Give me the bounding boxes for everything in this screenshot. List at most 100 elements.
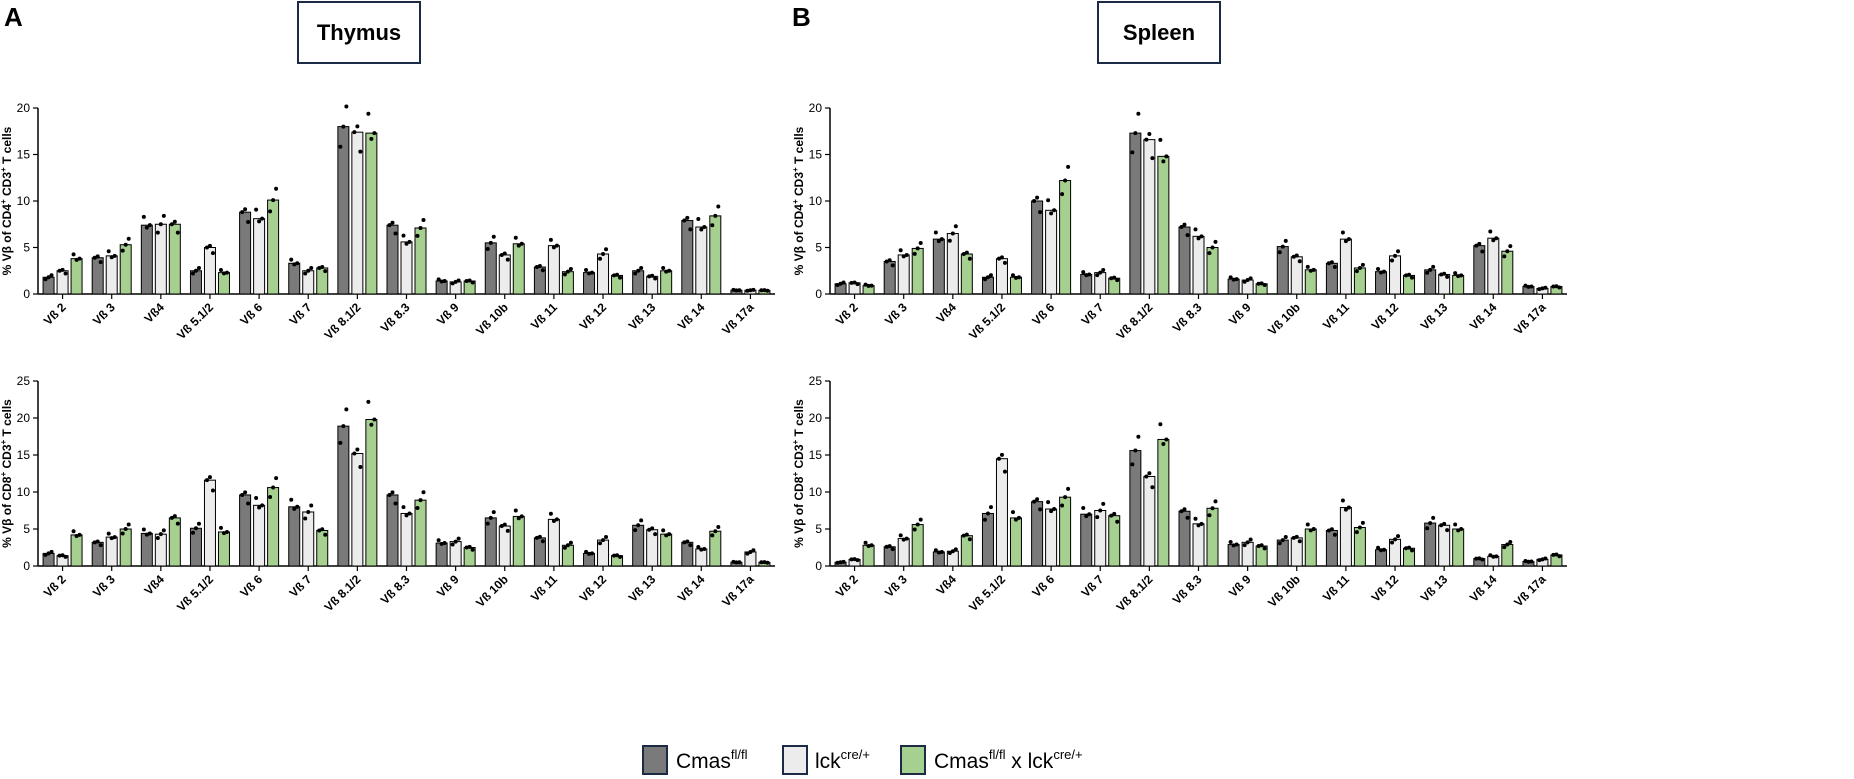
thymus-cd8-data-point xyxy=(317,528,322,533)
thymus-cd4-data-point xyxy=(467,278,472,283)
spleen-cd8-data-point xyxy=(939,549,944,554)
thymus-cd4-data-point xyxy=(562,272,567,277)
legend-label-cmas: Cmasfl/fl xyxy=(676,747,748,773)
spleen-cd8-data-point xyxy=(1256,544,1261,549)
spleen-cd4-data-point xyxy=(1382,269,1387,274)
spleen-cd4-data-point xyxy=(1158,137,1163,142)
spleen-cd4-data-point xyxy=(1442,271,1447,276)
thymus-cd4-data-point xyxy=(653,276,658,281)
legend-item-lck: lckcre/+ xyxy=(782,745,870,775)
spleen-cd8-data-point xyxy=(1308,528,1313,533)
thymus-cd4-data-point xyxy=(685,215,690,220)
spleen-cd4-data-point xyxy=(1340,230,1345,235)
spleen-cd4-data-point xyxy=(982,277,987,282)
spleen-cd4-data-point xyxy=(1179,225,1184,230)
legend: Cmasfl/fl lckcre/+ Cmasfl/fl x lckcre/+ xyxy=(642,745,1083,775)
thymus-cd8-data-point xyxy=(49,549,54,554)
thymus-cd8-data-point xyxy=(169,515,174,520)
thymus-cd8-bar xyxy=(253,504,266,567)
thymus-cd4-category-label: Vß 12 xyxy=(577,300,610,333)
spleen-cd8-data-point xyxy=(1280,538,1285,543)
spleen-cd8-data-point xyxy=(1179,509,1184,514)
thymus-cd4-category-label: Vß 7 xyxy=(287,300,315,328)
spleen-cd8-data-point xyxy=(1456,528,1461,533)
spleen-cd4-data-point xyxy=(869,283,874,288)
spleen-cd4-data-point xyxy=(852,280,857,285)
spleen-cd8-data-point xyxy=(1543,556,1548,561)
spleen-cd4-category-label: Vß 3 xyxy=(882,300,910,328)
spleen-cd4-data-point xyxy=(964,250,969,255)
spleen-cd8-bar xyxy=(995,458,1008,567)
spleen-cd4-category-label: Vß 14 xyxy=(1467,300,1500,333)
thymus-cd4-bar xyxy=(365,132,378,295)
spleen-cd4-data-point xyxy=(918,240,923,245)
spleen-cd4-data-point xyxy=(950,231,955,236)
thymus-cd8-data-point xyxy=(418,498,423,503)
spleen-cd8-data-point xyxy=(1038,507,1043,512)
thymus-cd4-bar xyxy=(70,258,83,295)
spleen-cd4-data-point xyxy=(849,280,854,285)
legend-item-cmas: Cmasfl/fl xyxy=(642,745,748,775)
spleen-cd4-data-point xyxy=(1439,272,1444,277)
thymus-cd4-data-point xyxy=(240,210,245,215)
spleen-cd8-bar xyxy=(1452,528,1465,567)
spleen-cd4-data-point xyxy=(947,238,952,243)
spleen-cd8-data-point xyxy=(1291,535,1296,540)
thymus-cd8-y-tick-label: 10 xyxy=(17,485,31,499)
thymus-cd4-bar xyxy=(288,262,301,295)
thymus-cd8-bar xyxy=(660,533,673,567)
spleen-cd4-data-point xyxy=(1529,284,1534,289)
spleen-cd4-data-point xyxy=(1360,262,1365,267)
thymus-cd8-y-tick-label: 15 xyxy=(17,448,31,462)
spleen-cd4-bar xyxy=(1339,238,1352,295)
spleen-cd8-data-point xyxy=(1199,521,1204,526)
spleen-cd4-bar xyxy=(1031,200,1044,295)
legend-swatch-lck xyxy=(782,745,808,775)
thymus-cd8-category-label: Vß 6 xyxy=(237,572,265,600)
spleen-cd8-data-point xyxy=(1115,519,1120,524)
thymus-cd4-data-point xyxy=(464,278,469,283)
spleen-cd8-data-point xyxy=(1032,499,1037,504)
thymus-cd8-data-point xyxy=(759,560,764,565)
spleen-cd4-data-point xyxy=(1136,111,1141,116)
spleen-cd4-bar xyxy=(1059,180,1072,295)
spleen-cd8-y-tick-label: 5 xyxy=(815,522,822,536)
thymus-cd4-data-point xyxy=(418,225,423,230)
spleen-cd4-data-point xyxy=(1404,273,1409,278)
thymus-cd8-data-point xyxy=(172,514,177,519)
thymus-cd4-chart: 0 5 10 15 20% Vβ of CD4+ CD3+ T cells Vß 2 Vß … xyxy=(0,101,775,342)
spleen-cd8-bar xyxy=(1304,528,1317,567)
spleen-cd8-category-label: Vß 8.3 xyxy=(1170,572,1205,607)
thymus-cd4-data-point xyxy=(390,220,395,225)
spleen-cd8-data-point xyxy=(1505,542,1510,547)
spleen-cd4-bar xyxy=(1129,132,1142,295)
spleen-cd4-data-point xyxy=(863,282,868,287)
spleen-cd4-data-point xyxy=(1554,284,1559,289)
thymus-cd4-category-label: Vß 13 xyxy=(626,300,659,333)
thymus-cd8-data-point xyxy=(401,505,406,510)
thymus-cd4-data-point xyxy=(175,230,180,235)
spleen-cd8-y-tick-label: 15 xyxy=(809,448,823,462)
spleen-cd8-data-point xyxy=(1494,554,1499,559)
spleen-cd8-category-label: Vß 8.1/2 xyxy=(1114,572,1156,614)
spleen-cd4-data-point xyxy=(1228,275,1233,280)
thymus-cd4-data-point xyxy=(120,248,125,253)
spleen-cd4-bar xyxy=(946,233,959,295)
spleen-cd8-data-point xyxy=(967,537,972,542)
thymus-cd4-data-point xyxy=(407,239,412,244)
thymus-cd8-data-point xyxy=(502,522,507,527)
thymus-cd4-bar xyxy=(337,126,350,295)
thymus-cd8-data-point xyxy=(664,533,669,538)
thymus-cd4-data-point xyxy=(713,213,718,218)
spleen-cd4-data-point xyxy=(1346,237,1351,242)
spleen-cd8-category-label: Vß 3 xyxy=(882,572,910,600)
spleen-cd8-data-point xyxy=(996,456,1001,461)
spleen-cd4-data-point xyxy=(1210,245,1215,250)
spleen-cd8-data-point xyxy=(947,550,952,555)
thymus-cd8-bar xyxy=(203,479,216,567)
thymus-cd4-category-label: Vß 6 xyxy=(237,300,265,328)
spleen-cd4-category-label: Vß 2 xyxy=(833,300,861,328)
thymus-cd8-data-point xyxy=(268,494,273,499)
thymus-cd4-bar xyxy=(660,270,673,295)
